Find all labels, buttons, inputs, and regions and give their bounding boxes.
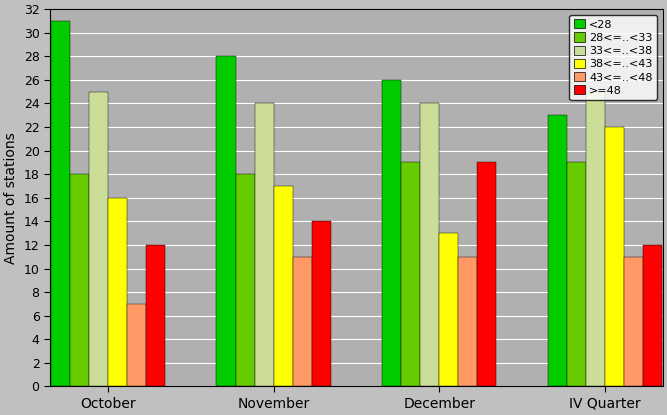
Bar [108, 198, 127, 386]
Bar [458, 257, 478, 386]
Bar [273, 186, 293, 386]
Bar [146, 245, 165, 386]
Bar [51, 21, 70, 386]
Bar [420, 103, 440, 386]
Bar [293, 257, 311, 386]
Bar [70, 174, 89, 386]
Bar [382, 80, 401, 386]
Bar [127, 304, 146, 386]
Y-axis label: Amount of stations: Amount of stations [4, 132, 18, 264]
Bar [311, 221, 331, 386]
Bar [235, 174, 255, 386]
Bar [624, 257, 643, 386]
Bar [548, 115, 567, 386]
Bar [401, 162, 420, 386]
Bar [217, 56, 235, 386]
Bar [89, 92, 108, 386]
Bar [643, 245, 662, 386]
Bar [605, 127, 624, 386]
Bar [440, 233, 458, 386]
Bar [567, 162, 586, 386]
Bar [478, 162, 496, 386]
Bar [255, 103, 273, 386]
Legend: <28, 28<=..<33, 33<=..<38, 38<=..<43, 43<=..<48, >=48: <28, 28<=..<33, 33<=..<38, 38<=..<43, 43… [570, 15, 657, 100]
Bar [586, 92, 605, 386]
